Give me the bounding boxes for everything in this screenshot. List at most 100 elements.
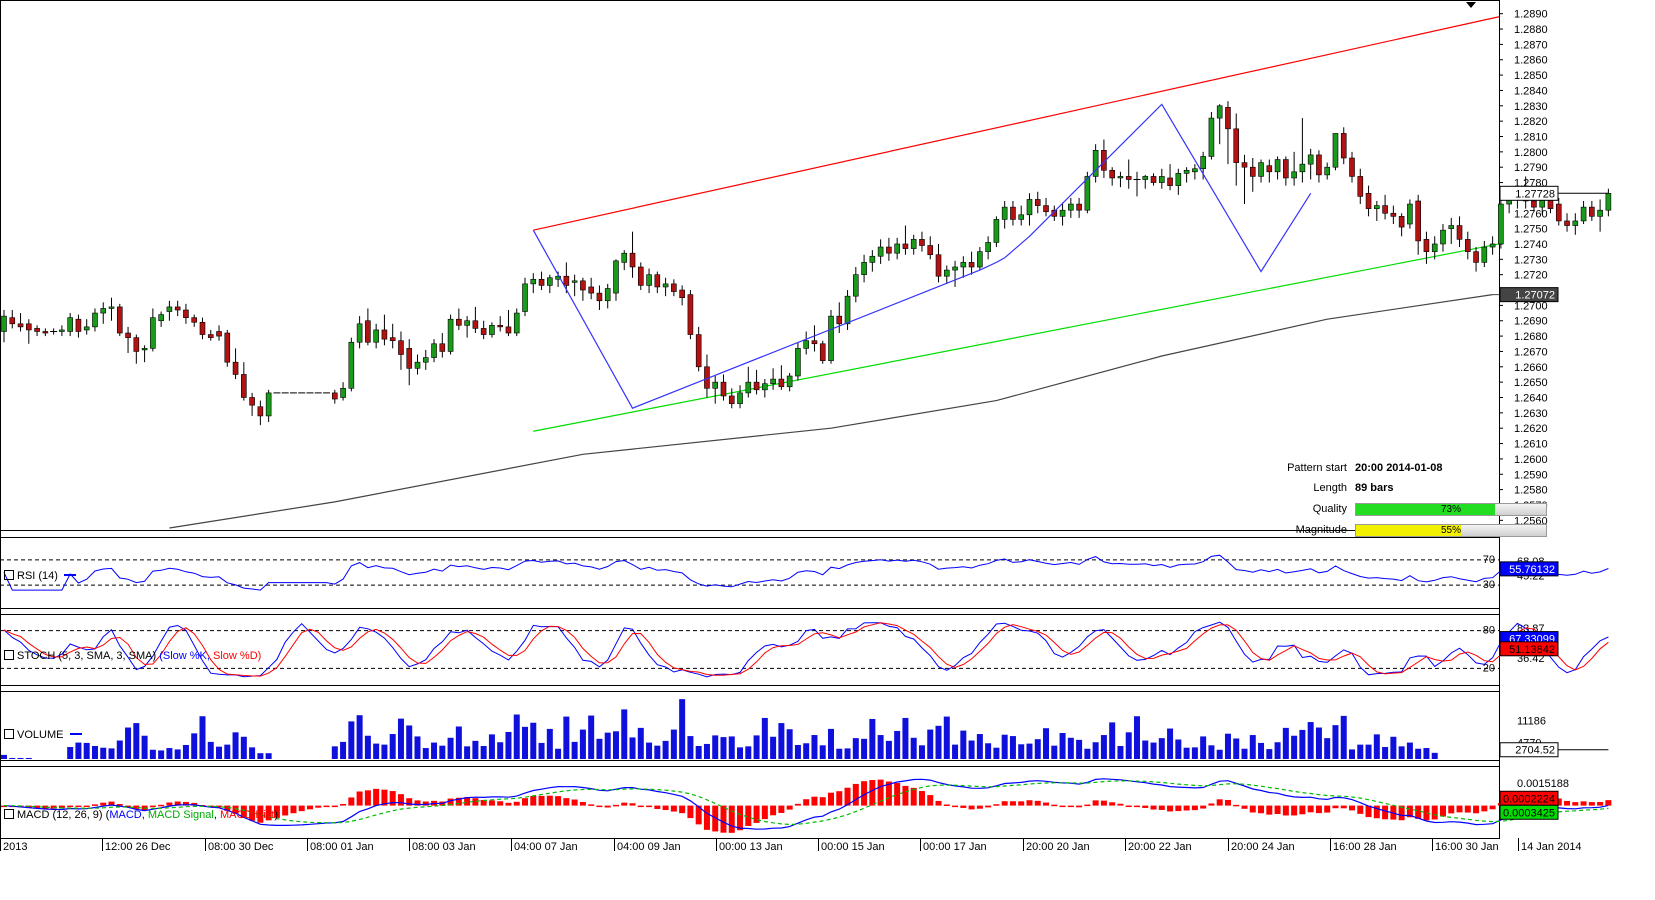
volume-bar [1142, 740, 1149, 759]
candle-body [464, 320, 470, 326]
candle-body [1084, 176, 1091, 211]
candle-body [381, 329, 388, 340]
macd-hist-bar [472, 798, 479, 806]
volume-bar [232, 732, 239, 759]
candle-body [712, 381, 719, 389]
volume-tick-high: 11186 [1517, 716, 1546, 728]
candle-body [1167, 177, 1173, 186]
candle-body [720, 381, 727, 397]
macd-hist-bar [58, 805, 65, 809]
candle-body [265, 392, 272, 417]
macd-hist-bar [753, 805, 760, 823]
macd-hist-bar [869, 780, 876, 806]
price-tick-label-29: 1.2580 [1514, 485, 1548, 497]
volume-bar [1200, 736, 1207, 759]
macd-hist-bar [629, 803, 636, 806]
macd-hist-bar [1464, 805, 1471, 813]
volume-bar [1100, 735, 1107, 759]
magnitude-bar: 55% [1355, 524, 1547, 537]
volume-bar [257, 753, 264, 759]
candle-body [1076, 203, 1082, 211]
current-price-label: 1.27728 [1515, 188, 1555, 200]
volume-bar [745, 746, 752, 759]
price-tick-label-4: 1.2850 [1514, 70, 1548, 82]
stoch-close-icon[interactable] [4, 650, 14, 660]
macd-hist-bar [604, 805, 611, 808]
volume-bar [612, 731, 619, 759]
candle-body [75, 318, 82, 332]
candle-body [613, 260, 619, 294]
x-tick-label-2: 08:00 30 Dec [208, 841, 274, 853]
macd-label-suffix: ) [274, 809, 279, 821]
macd-hist-bar [1043, 802, 1050, 806]
candle-body [836, 315, 843, 325]
candle-body [853, 274, 859, 297]
macd-hist-bar [811, 796, 818, 806]
volume-bar [331, 746, 338, 759]
volume-bar [356, 715, 363, 759]
candle-body [224, 332, 231, 363]
macd-hist-bar [902, 785, 909, 806]
macd-hist-bar [91, 804, 98, 806]
macd-hist-bar [1555, 798, 1562, 806]
volume-bar [513, 714, 520, 759]
macd-hist-bar [1241, 805, 1248, 809]
volume-bar [1175, 739, 1182, 759]
macd-hist-bar [1597, 801, 1604, 806]
candle-body [67, 317, 73, 332]
candle-body [9, 317, 16, 325]
candle-body [1241, 162, 1248, 168]
candle-body [472, 320, 479, 329]
macd-close-icon[interactable] [4, 809, 14, 819]
macd-hist-bar [1365, 805, 1372, 818]
volume-bar [1208, 745, 1215, 759]
volume-bar [1365, 744, 1372, 759]
volume-bar [1092, 742, 1099, 759]
pattern-length-key: Length [1313, 482, 1347, 494]
price-tick-label-28: 1.2590 [1514, 469, 1548, 481]
volume-bar [720, 737, 727, 759]
volume-bar [67, 747, 74, 759]
volume-bar [1415, 748, 1422, 759]
pattern-start-key: Pattern start [1287, 462, 1347, 474]
volume-close-icon[interactable] [4, 729, 14, 739]
macd-line [3, 778, 1609, 830]
macd-hist-bar [1439, 805, 1446, 817]
candle-body [373, 329, 379, 343]
volume-bar [224, 744, 231, 759]
volume-bar [91, 746, 98, 759]
macd-hist-bar [100, 802, 107, 806]
volume-bar [985, 743, 992, 759]
macd-hist-bar [745, 805, 752, 826]
macd-hist-bar [340, 803, 347, 806]
volume-bar [530, 722, 537, 759]
macd-hist-bar [1117, 803, 1124, 806]
volume-bar [1406, 742, 1413, 759]
candle-body [1489, 243, 1496, 248]
candle-body [728, 395, 735, 404]
candle-body [522, 283, 528, 312]
macd-hist-bar [1084, 804, 1091, 807]
macd-hist-bar [497, 801, 504, 806]
volume-bar [629, 737, 636, 759]
candle-body [1266, 165, 1273, 173]
macd-hist-bar [323, 805, 330, 808]
candle-body [1258, 162, 1264, 177]
candle-body [753, 381, 760, 391]
candle-body [1605, 193, 1612, 211]
candle-body [621, 252, 628, 263]
macd-hist-bar [1216, 799, 1223, 806]
candle-body [1034, 199, 1041, 206]
rsi-close-icon[interactable] [4, 570, 14, 580]
volume-bar [894, 730, 901, 759]
volume-bar [1133, 716, 1140, 759]
pattern-zigzag [532, 103, 1312, 409]
price-tick-label-20: 1.2670 [1514, 346, 1548, 358]
volume-bar [108, 748, 115, 759]
macd-hist-bar [1299, 805, 1306, 815]
candle-body [17, 323, 24, 328]
macd-hist-bar [1588, 802, 1595, 806]
volume-bar [803, 743, 810, 759]
volume-bar [662, 740, 669, 759]
stoch-label: STOCH (5, 3, SMA, 3, SMA) [17, 650, 160, 662]
